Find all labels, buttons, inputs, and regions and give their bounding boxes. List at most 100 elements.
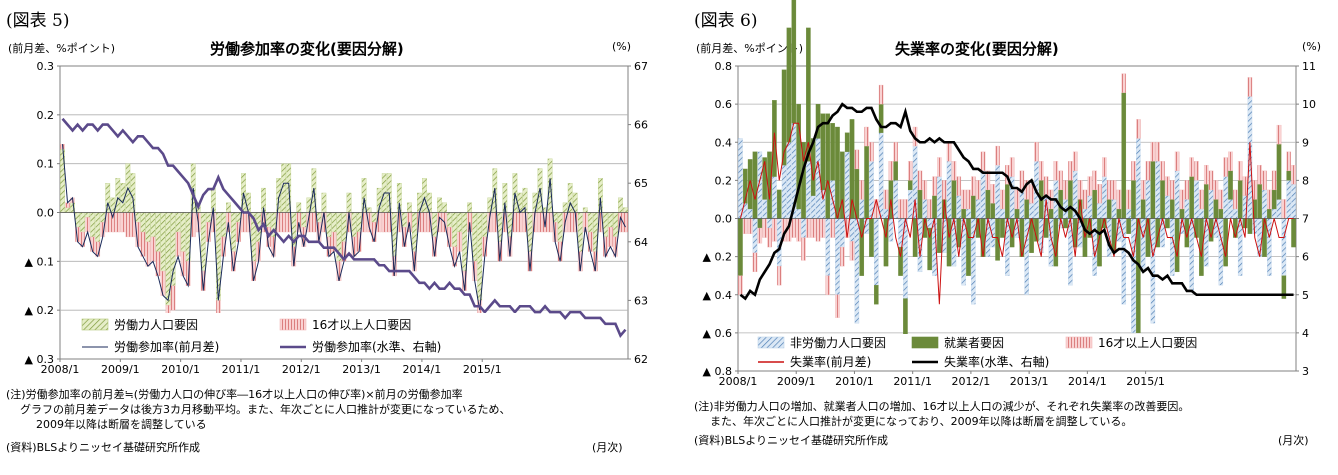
- right-tick-label: 9: [1302, 136, 1309, 149]
- bar-1: [1262, 189, 1267, 219]
- bar-2: [1116, 208, 1122, 219]
- bar-1: [231, 212, 236, 252]
- bar-2: [738, 218, 743, 276]
- bar-3: [767, 227, 772, 248]
- bar-3: [1257, 164, 1262, 185]
- bar-1: [95, 212, 101, 242]
- bar-2: [1014, 208, 1020, 219]
- bar-1: [1233, 208, 1238, 219]
- bar-1: [806, 161, 811, 219]
- bar-1: [160, 212, 166, 272]
- bar-2: [1121, 92, 1127, 219]
- bar-1: [115, 178, 121, 213]
- bar-2: [180, 251, 186, 277]
- left-tick-label: 0.2: [37, 109, 55, 122]
- bar-1: [825, 218, 831, 276]
- bar-3: [1121, 73, 1127, 93]
- bar-1: [1286, 180, 1292, 219]
- bar-2: [781, 69, 787, 166]
- bar-2: [1267, 208, 1272, 219]
- legend-population-16plus-label: 16才以上人口要因: [312, 318, 411, 332]
- bar-1: [1247, 96, 1253, 219]
- bar-2: [281, 212, 287, 233]
- left-tick-label: ▲ 0.2: [703, 251, 732, 264]
- right-axis-unit: (%): [612, 40, 632, 53]
- bar-1: [1087, 195, 1093, 219]
- bar-2: [835, 126, 840, 219]
- right-tick-label: 8: [1302, 174, 1309, 187]
- bar-1: [1169, 218, 1175, 276]
- bar-1: [467, 202, 473, 213]
- bar-2: [796, 103, 801, 210]
- bar-3: [1291, 164, 1296, 185]
- bar-2: [125, 212, 131, 238]
- bar-1: [1165, 195, 1170, 219]
- bar-3: [980, 151, 986, 171]
- bar-2: [1233, 218, 1238, 238]
- x-tick-label: 2014/1: [403, 363, 442, 376]
- right-tick-label: 64: [634, 236, 648, 249]
- bar-1: [427, 192, 432, 213]
- bar-3: [1267, 189, 1272, 210]
- bar-1: [888, 218, 894, 242]
- bar-2: [1068, 180, 1073, 219]
- bar-1: [1267, 218, 1272, 276]
- bar-1: [1019, 189, 1025, 219]
- bar-3: [1087, 176, 1093, 196]
- x-tick-label: 2010/1: [835, 375, 874, 388]
- figure-label: (図表 5): [6, 11, 70, 31]
- bar-1: [907, 189, 913, 219]
- bar-1: [577, 212, 583, 252]
- bar-1: [1276, 199, 1282, 219]
- bar-1: [608, 212, 613, 228]
- bar-1: [810, 195, 816, 219]
- bar-1: [432, 212, 437, 238]
- bar-2: [752, 151, 758, 219]
- bar-3: [1242, 176, 1248, 196]
- bar-2: [1024, 199, 1029, 219]
- bar-1: [236, 212, 241, 223]
- bar-2: [747, 159, 753, 210]
- bar-2: [517, 212, 523, 233]
- bar-3: [966, 189, 971, 210]
- bar-1: [849, 218, 855, 242]
- bar-1: [1218, 218, 1224, 286]
- bar-3: [1165, 176, 1170, 196]
- bar-3: [907, 161, 913, 181]
- bar-3: [1009, 157, 1015, 177]
- legend-labor-force-swatch: [81, 318, 109, 331]
- bar-1: [582, 207, 588, 213]
- bar-1: [1111, 199, 1117, 219]
- bar-1: [135, 212, 141, 223]
- bar-1: [326, 212, 332, 238]
- right-tick-label: 4: [1302, 327, 1309, 340]
- bar-1: [781, 164, 787, 219]
- bar-2: [878, 103, 884, 133]
- bar-3: [1237, 161, 1243, 181]
- bar-1: [1140, 218, 1146, 273]
- bar-1: [1000, 208, 1005, 219]
- bar-2: [1106, 199, 1112, 219]
- legend-box: [752, 334, 1252, 370]
- bar-2: [537, 212, 543, 233]
- bar-1: [1281, 218, 1287, 276]
- bar-3: [1092, 170, 1097, 191]
- bar-3: [956, 176, 962, 196]
- bar-1: [472, 212, 478, 262]
- bar-1: [1102, 176, 1107, 219]
- bar-1: [557, 212, 563, 242]
- bar-2: [912, 218, 918, 257]
- unemployment-chart: 0.8 0.6 0.4 0.2 0.0 ▲ 0.2 ▲ 0.4 ▲ 0.6 ▲ 0.8 11 10 9…: [703, 0, 1316, 388]
- bar-3: [1160, 161, 1165, 181]
- bar-3: [1208, 170, 1214, 191]
- bar-2: [422, 212, 427, 233]
- bar-3: [1053, 161, 1059, 181]
- bar-1: [1199, 208, 1204, 219]
- bar-2: [547, 212, 553, 233]
- bar-2: [1136, 218, 1141, 334]
- legend-not-in-labor-force-swatch: [757, 336, 785, 349]
- bar-3: [815, 218, 821, 242]
- bar-1: [155, 212, 161, 252]
- legend-employed-label: 就業者要因: [944, 336, 1004, 350]
- bar-2: [1160, 180, 1165, 219]
